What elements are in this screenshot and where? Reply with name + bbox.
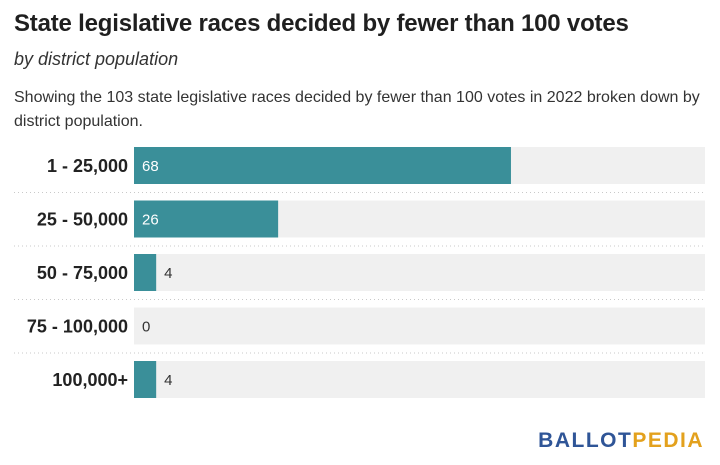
bar xyxy=(134,200,279,238)
ballotpedia-logo: BALLOTPEDIA xyxy=(538,429,704,452)
category-label: 100,000+ xyxy=(52,370,128,390)
category-label: 75 - 100,000 xyxy=(27,317,128,337)
bar-track xyxy=(134,254,705,291)
chart-description: Showing the 103 state legislative races … xyxy=(14,89,700,130)
data-label: 4 xyxy=(164,265,172,282)
data-label: 68 xyxy=(142,158,159,175)
chart-subtitle: by district population xyxy=(14,49,179,69)
bar xyxy=(134,361,157,398)
category-label: 50 - 75,000 xyxy=(37,263,128,283)
bar-track xyxy=(134,307,705,345)
chart-title: State legislative races decided by fewer… xyxy=(14,10,629,37)
data-label: 0 xyxy=(142,319,150,336)
bar-track xyxy=(134,361,705,398)
data-label: 4 xyxy=(164,372,172,389)
category-label: 25 - 50,000 xyxy=(37,210,128,230)
data-label: 26 xyxy=(142,212,159,229)
bar xyxy=(134,147,511,184)
bar xyxy=(134,254,157,291)
category-label: 1 - 25,000 xyxy=(47,156,128,176)
